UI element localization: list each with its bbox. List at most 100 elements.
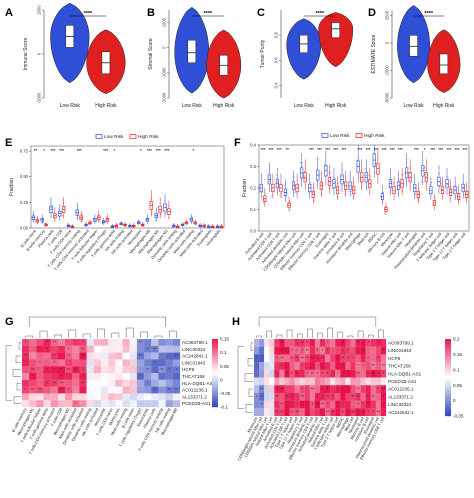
heatmap-cell (101, 386, 109, 394)
heatmap-cell (289, 369, 295, 378)
heatmap-cell (350, 408, 356, 417)
x-category-label: Low Risk (182, 103, 203, 109)
data-point (259, 191, 261, 193)
heatmap-cell (101, 339, 109, 346)
data-point (199, 225, 201, 227)
colorbar-step (445, 362, 451, 365)
data-point (191, 220, 193, 222)
legend-swatch-high (355, 133, 363, 138)
data-point (342, 180, 344, 182)
data-point (384, 209, 386, 211)
heatmap-cell (325, 408, 331, 417)
heatmap-cell (264, 400, 270, 409)
data-point (462, 193, 465, 195)
colorbar-tick-label: 0.2 (453, 337, 460, 342)
data-point (325, 166, 327, 168)
data-point (63, 206, 65, 208)
data-point (357, 159, 359, 161)
heatmap-cell (294, 392, 300, 401)
data-point (60, 214, 62, 216)
dendrogram-branch (286, 329, 293, 338)
colorbar-step (445, 385, 451, 388)
heatmap-cell (108, 386, 116, 394)
heatmap-cell (158, 379, 166, 387)
data-point (366, 174, 368, 176)
cell-significance: * (39, 360, 41, 365)
data-point (121, 222, 124, 224)
data-point (455, 196, 457, 198)
data-point (90, 223, 92, 225)
data-point (449, 186, 451, 188)
heatmap-cell (165, 386, 173, 394)
heatmap-cell (72, 373, 80, 380)
data-point (160, 213, 162, 215)
heatmap-cell (79, 386, 87, 394)
heatmap-cell (29, 386, 37, 394)
heatmap-cell (165, 400, 173, 408)
cell-significance: * (154, 387, 156, 392)
data-point (415, 193, 417, 195)
heatmap-cell (340, 339, 346, 347)
heatmap-cell (320, 385, 326, 393)
data-point (341, 176, 343, 178)
heatmap-cell (57, 386, 66, 394)
data-point (264, 200, 266, 203)
data-point (267, 175, 269, 177)
colorbar-step (445, 367, 451, 370)
heatmap-cell (274, 354, 280, 363)
data-point (328, 180, 330, 182)
heatmap-cell (355, 346, 361, 355)
heatmap-cell (158, 359, 166, 367)
heatmap-cell (259, 339, 265, 347)
y-tick-label: 0.8 (274, 32, 279, 38)
cell-significance: ** (311, 371, 315, 376)
legend-swatch-low (321, 133, 329, 138)
significance-label: *** (366, 147, 371, 152)
heatmap-cell (22, 359, 30, 367)
data-point (441, 189, 443, 191)
y-tick-label: 0.25 (20, 200, 29, 205)
row-dendrogram (5, 342, 21, 404)
data-point (464, 192, 467, 194)
heatmap-cell (158, 339, 166, 346)
data-point (329, 171, 332, 173)
heatmap-cell (86, 345, 94, 353)
colorbar-step (445, 387, 451, 391)
heatmap-cell (79, 339, 87, 346)
dendrogram-branch (317, 332, 323, 338)
heatmap-cell (151, 345, 159, 353)
data-point (80, 217, 82, 219)
cell-significance: ** (372, 371, 376, 376)
data-point (439, 173, 441, 175)
heatmap-cell (115, 373, 123, 380)
heatmap-cell (72, 339, 80, 346)
data-point (441, 182, 443, 184)
cell-significance: ** (31, 387, 35, 392)
cell-significance: ** (275, 409, 279, 414)
data-point (166, 209, 169, 211)
heatmap-cell (269, 362, 275, 370)
cell-significance: ** (316, 402, 320, 407)
data-point (326, 164, 328, 166)
data-point (302, 161, 304, 164)
data-point (211, 226, 213, 228)
heatmap-cell (320, 400, 326, 409)
heatmap-cell (320, 354, 326, 363)
data-point (220, 227, 222, 229)
data-point (406, 170, 409, 172)
cell-significance: * (68, 346, 70, 351)
heatmap-cell (350, 369, 356, 378)
heatmap-cell (259, 408, 265, 417)
data-point (377, 165, 380, 167)
significance-label: *** (341, 147, 346, 152)
data-point (155, 216, 157, 218)
heatmap-cell (380, 362, 387, 370)
row-label: AC242842.1 (388, 410, 414, 415)
heatmap-cell (50, 366, 59, 374)
y-tick-label: 0 (162, 46, 167, 49)
data-point (335, 188, 338, 190)
row-label: AC242842.1 (182, 354, 208, 359)
heatmap-cell (335, 392, 341, 401)
heatmap-cell (365, 408, 371, 417)
